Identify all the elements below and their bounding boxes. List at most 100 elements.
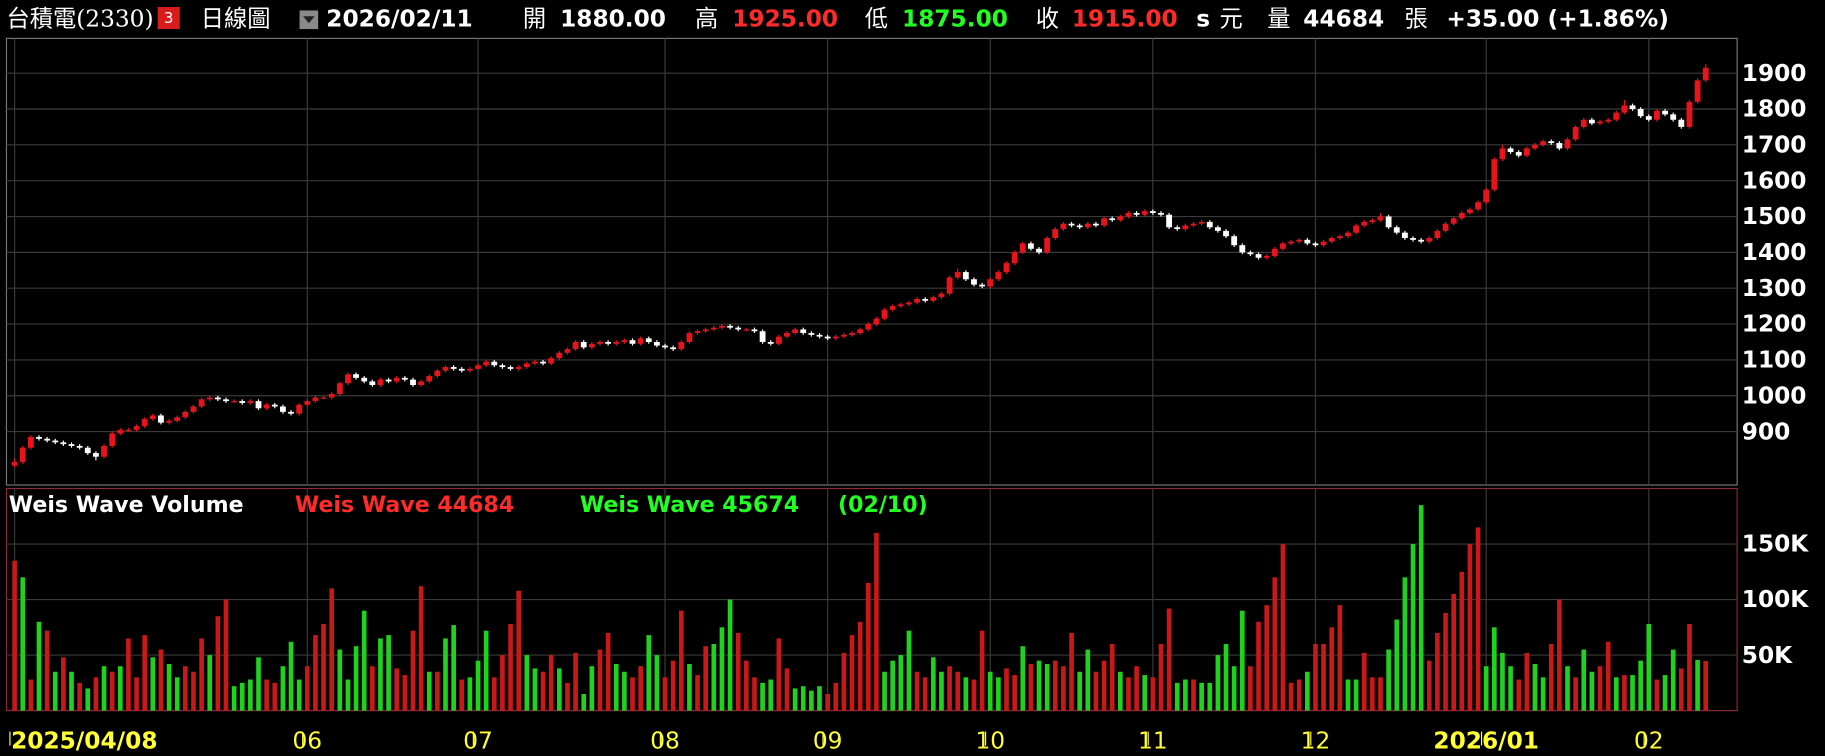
volume-bar	[1532, 663, 1538, 711]
volume-bar	[134, 677, 139, 711]
candle-body	[832, 336, 839, 339]
volume-bar	[914, 671, 920, 711]
volume-bar	[1296, 679, 1302, 711]
volume-bar	[1378, 677, 1383, 711]
candle-body	[466, 368, 473, 371]
volume-bar	[1288, 682, 1294, 711]
candle-body	[564, 349, 571, 353]
candle-body	[1442, 223, 1449, 231]
candle-body	[312, 397, 319, 402]
candle-body	[849, 333, 855, 335]
candle-body	[1166, 214, 1173, 228]
volume-bar	[939, 671, 944, 711]
volume-bar	[1142, 675, 1148, 711]
volume-bar	[1199, 682, 1204, 711]
candle-body	[824, 336, 831, 339]
x-tick-label: 06	[293, 728, 323, 755]
volume-bar	[1264, 605, 1270, 711]
volume-bar	[1012, 675, 1017, 711]
candle-body	[523, 363, 530, 368]
candle-body	[1271, 248, 1278, 256]
volume-bar	[1370, 677, 1375, 711]
candle-body	[401, 377, 408, 380]
candle-body	[1613, 112, 1620, 120]
candle-body	[223, 399, 229, 402]
candle-body	[556, 352, 563, 359]
candle-body	[1670, 114, 1677, 120]
candle-body	[971, 279, 977, 285]
volume-bar	[410, 630, 416, 711]
candle-body	[1117, 216, 1124, 221]
volume-bar	[321, 624, 326, 711]
candle-body	[304, 401, 311, 405]
volume-bar	[540, 671, 546, 711]
candle-body	[174, 417, 181, 421]
candle-body	[1377, 216, 1384, 221]
candle-body	[694, 331, 701, 334]
volume-bar	[272, 682, 278, 711]
volume-bar	[565, 682, 570, 711]
candle-body	[450, 367, 457, 369]
volume-bar	[1223, 643, 1229, 711]
volume-bar	[1638, 660, 1644, 711]
candle-body	[434, 370, 441, 377]
volume-bar	[93, 677, 99, 711]
candle-body	[353, 374, 359, 378]
volume-bar	[638, 666, 643, 711]
volume-bar	[882, 671, 887, 711]
candle-body	[1206, 221, 1213, 228]
badge: 3	[164, 9, 174, 27]
volume-bar	[52, 671, 58, 711]
volume-bar	[117, 666, 123, 711]
volume-bar	[174, 677, 180, 711]
volume-bar	[1630, 675, 1635, 711]
candle-body	[1003, 263, 1010, 273]
candle-body	[1507, 148, 1514, 153]
volume-bar	[613, 663, 619, 711]
candle-body	[840, 334, 847, 337]
volume-bar	[264, 679, 269, 711]
candle-body	[198, 399, 205, 407]
volume-bar	[426, 671, 432, 711]
volume-bar	[825, 693, 830, 711]
volume-bar	[841, 652, 847, 711]
candle-body	[255, 401, 262, 409]
volume-bar	[1280, 544, 1286, 711]
volume-bar	[1426, 660, 1432, 711]
x-tick-label: 07	[463, 728, 493, 755]
candle-body	[1158, 212, 1164, 215]
candle-body	[361, 377, 368, 382]
volume-bar	[435, 671, 440, 711]
candle-body	[1662, 110, 1668, 115]
volume-bar	[890, 660, 896, 711]
candle-body	[1532, 144, 1538, 149]
candle-body	[1694, 80, 1701, 102]
high-label: 高	[695, 5, 718, 32]
badge-box	[157, 6, 180, 30]
volume-bar	[1077, 671, 1083, 711]
volume-bar	[1565, 666, 1570, 711]
candle-body	[1597, 121, 1603, 124]
volume-title: Weis Wave Volume	[9, 492, 244, 518]
candle-body	[1353, 225, 1360, 233]
y-tick-label: 1300	[1742, 275, 1807, 302]
candle-body	[68, 444, 75, 446]
candle-body	[1564, 139, 1571, 149]
volume-bar	[752, 677, 757, 711]
candle-body	[1182, 225, 1189, 230]
candle-body	[206, 397, 213, 400]
volume-bar	[1329, 627, 1335, 711]
candle-body	[1458, 212, 1465, 219]
candle-body	[1548, 141, 1555, 144]
candle-body	[735, 327, 742, 330]
volume-bar	[1101, 660, 1107, 711]
volume-bar	[1044, 663, 1050, 711]
volume-bar	[20, 577, 26, 711]
volume-bar	[1410, 544, 1416, 711]
volume-bar	[1239, 610, 1245, 711]
candle-body	[767, 341, 774, 344]
y-tick-label: 1000	[1742, 382, 1807, 409]
x-tick-label: 10	[975, 728, 1005, 755]
candle-body	[1101, 218, 1107, 226]
candle-body	[686, 333, 693, 342]
